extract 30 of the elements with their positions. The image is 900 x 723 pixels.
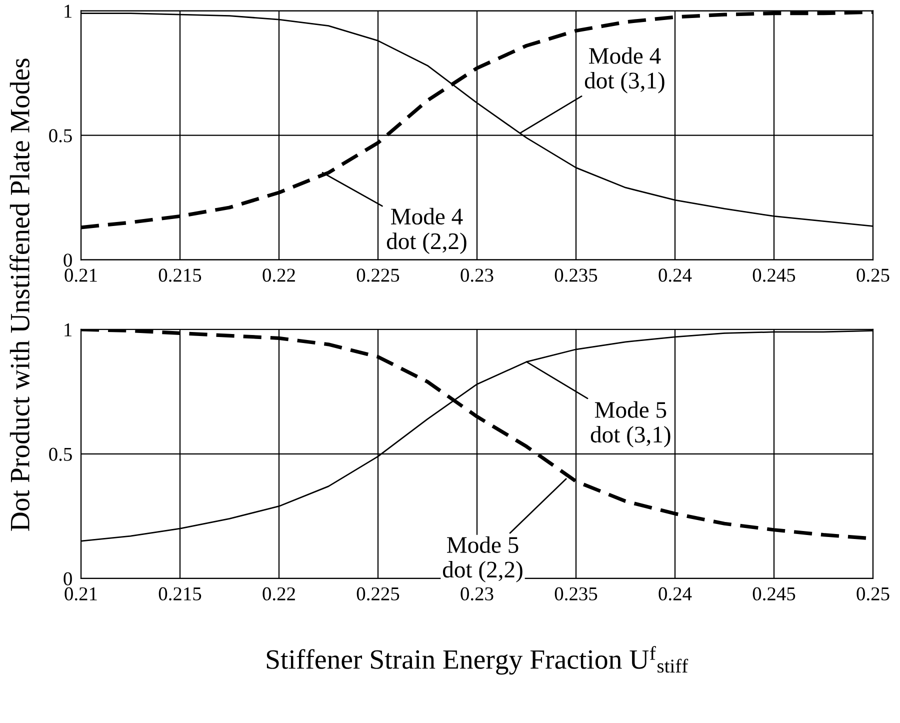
x-tick-label: 0.22 <box>262 587 295 600</box>
x-tick-label: 0.235 <box>554 268 598 282</box>
x-tick-label: 0.25 <box>856 268 890 282</box>
x-tick-label: 0.25 <box>856 587 890 600</box>
annotation: Mode 4 dot (3,1) <box>584 47 664 94</box>
x-tick-label: 0.215 <box>158 587 202 600</box>
x-tick-label: 0.245 <box>752 268 796 282</box>
x-tick-label: 0.215 <box>158 268 202 282</box>
y-tick-label: 0 <box>64 572 72 586</box>
x-tick-label: 0.23 <box>460 587 494 600</box>
annotation: Mode 5 dot (2,2) <box>442 536 522 582</box>
y-tick-label: 0.5 <box>49 448 72 461</box>
x-tick-label: 0.24 <box>658 268 692 282</box>
x-axis-title: Stiffener Strain Energy Fraction U$^{f}$$_{stiff}$ <box>266 646 688 675</box>
x-tick-label: 0.21 <box>64 268 97 282</box>
x-tick-label: 0.22 <box>262 268 295 282</box>
x-tick-label: 0.21 <box>64 587 97 600</box>
x-tick-label: 0.24 <box>658 587 692 600</box>
annotation: Mode 5 dot (3,1) <box>590 401 670 448</box>
y-axis-title: Dot Product with Unstiffened Plate Modes <box>10 58 30 531</box>
y-tick-label: 1 <box>64 323 72 336</box>
x-tick-label: 0.225 <box>356 587 400 600</box>
y-tick-label: 0.5 <box>49 129 72 142</box>
annotation: Mode 4 dot (2,2) <box>386 208 466 254</box>
x-tick-label: 0.225 <box>356 268 400 282</box>
y-tick-label: 1 <box>64 4 72 18</box>
x-tick-label: 0.245 <box>752 587 796 600</box>
x-tick-label: 0.23 <box>460 268 494 282</box>
y-tick-label: 0 <box>64 254 72 267</box>
x-tick-label: 0.235 <box>554 587 598 600</box>
